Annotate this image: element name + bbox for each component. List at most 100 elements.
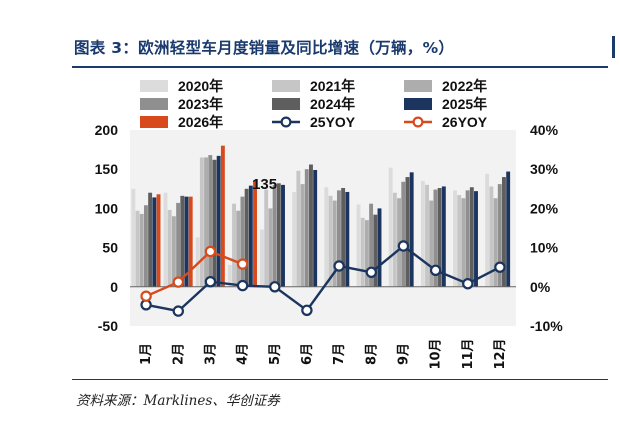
point-25YOY: [204, 276, 217, 288]
x-tick-label: 11月: [461, 338, 476, 369]
bar-2023年-6月: [304, 169, 309, 287]
legend-marker-25YOY: [280, 116, 292, 128]
bar-2023年-4月: [240, 196, 245, 287]
point-26YOY: [172, 276, 184, 288]
point-26YOY: [204, 245, 217, 258]
chart-title: 图表 3：欧洲轻型车月度销量及同比增速（万辆，%）: [74, 39, 455, 57]
legend-swatch-2025年: [404, 98, 432, 110]
x-tick-label: 2月: [171, 343, 186, 365]
bar-2023年-10月: [433, 189, 438, 287]
bar-2020年-5月: [260, 229, 264, 287]
bar-2023年-8月: [369, 203, 374, 287]
legend-marker-26YOY: [412, 116, 424, 128]
y-tick-left: 150: [95, 161, 119, 177]
y-tick-left: 50: [102, 240, 118, 256]
bar-2026年-1月: [156, 194, 161, 287]
bar-2024年-1月: [148, 192, 153, 287]
y-tick-right: 30%: [530, 161, 559, 177]
legend-label-2026年: 2026年: [178, 114, 223, 130]
bar-2025年-8月: [377, 208, 382, 287]
x-tick-label: 1月: [139, 343, 154, 365]
bar-2020年-12月: [485, 173, 490, 287]
y-tick-right: -10%: [530, 318, 563, 334]
bar-2024年-8月: [373, 214, 378, 287]
bar-2022年-2月: [171, 216, 176, 287]
bar-2023年-9月: [401, 181, 406, 287]
bar-2021年-10月: [425, 184, 429, 287]
bar-2025年-3月: [216, 155, 221, 287]
y-tick-left: 0: [110, 279, 118, 295]
point-25YOY: [301, 304, 313, 316]
bar-2021年-11月: [457, 195, 462, 287]
line-26YOY: [145, 250, 244, 298]
y-tick-right: 20%: [530, 200, 559, 216]
bar-2020年-7月: [324, 187, 329, 287]
legend-label-2021年: 2021年: [310, 78, 355, 94]
point-25YOY: [365, 266, 377, 278]
y-tick-right: 40%: [530, 122, 559, 138]
bar-2024年-11月: [469, 187, 474, 287]
bar-2024年-3月: [212, 159, 217, 287]
data-label: 135: [252, 176, 277, 193]
bar-2022年-7月: [332, 200, 337, 287]
bar-2025年-11月: [474, 191, 478, 287]
x-tick-label: 9月: [396, 343, 411, 365]
bar-2023年-7月: [336, 190, 341, 287]
bar-2025年-4月: [248, 185, 253, 287]
x-tick-label: 8月: [364, 343, 379, 365]
bar-2026年-4月: [253, 180, 257, 287]
axis-layer: -50 0 50 100 150 200 -10% 0% 10% 20% 30% 40% 1月 2月 3月 4…: [95, 122, 564, 370]
line-25YOY: [145, 244, 501, 313]
x-tick-label: 10月: [429, 338, 444, 369]
bar-2025年-7月: [345, 191, 350, 287]
bar-2020年-6月: [292, 191, 297, 287]
y-tick-left: 200: [95, 122, 119, 138]
bar-2024年-7月: [341, 188, 346, 287]
bar-2023年-3月: [208, 155, 213, 287]
point-25YOY: [172, 305, 184, 317]
title-rule: [72, 66, 608, 68]
legend-label-2024年: 2024年: [310, 96, 355, 112]
bar-2020年-8月: [356, 204, 361, 287]
bar-2025年-9月: [409, 172, 414, 287]
bar-2025年-2月: [184, 196, 189, 287]
bar-2022年-4月: [236, 210, 241, 287]
bar-2022年-11月: [461, 198, 466, 287]
bar-2024年-4月: [244, 188, 249, 287]
bar-2022年-8月: [364, 220, 369, 287]
point-26YOY: [140, 290, 152, 302]
bar-2021年-8月: [360, 217, 365, 287]
bar-2021年-2月: [167, 209, 172, 287]
bar-2026年-3月: [220, 145, 225, 287]
bar-2024年-12月: [502, 177, 506, 287]
legend-label-2023年: 2023年: [178, 96, 223, 112]
x-tick-label: 4月: [236, 343, 251, 365]
bar-2022年-6月: [300, 184, 305, 287]
bar-2020年-9月: [388, 167, 393, 287]
bar-2023年-2月: [176, 202, 181, 287]
legend-label-25YOY: 25YOY: [310, 114, 356, 130]
bar-2021年-7月: [328, 195, 333, 287]
x-tick-label: 12月: [493, 338, 508, 369]
point-25YOY: [397, 240, 410, 252]
source-note: 资料来源：Marklines、华创证券: [76, 393, 280, 409]
bar-2025年-5月: [281, 184, 285, 287]
bar-2022年-10月: [429, 200, 434, 287]
point-25YOY: [333, 260, 345, 272]
bar-2020年-4月: [227, 264, 232, 287]
legend-swatch-2024年: [272, 98, 300, 110]
bar-2025年-6月: [313, 169, 318, 287]
line-layer: [140, 240, 506, 317]
bar-2022年-5月: [268, 208, 273, 287]
bar-2023年-1月: [143, 205, 148, 287]
bar-2024年-9月: [405, 177, 410, 287]
bar-2020年-2月: [163, 192, 168, 287]
x-tick-label: 3月: [203, 343, 218, 365]
bar-2024年-5月: [276, 183, 281, 287]
bar-2020年-11月: [453, 190, 457, 287]
bar-2023年-5月: [272, 184, 277, 287]
bar-2023年-11月: [465, 190, 470, 287]
x-tick-label: 7月: [332, 343, 347, 365]
bar-2025年-12月: [506, 171, 511, 287]
